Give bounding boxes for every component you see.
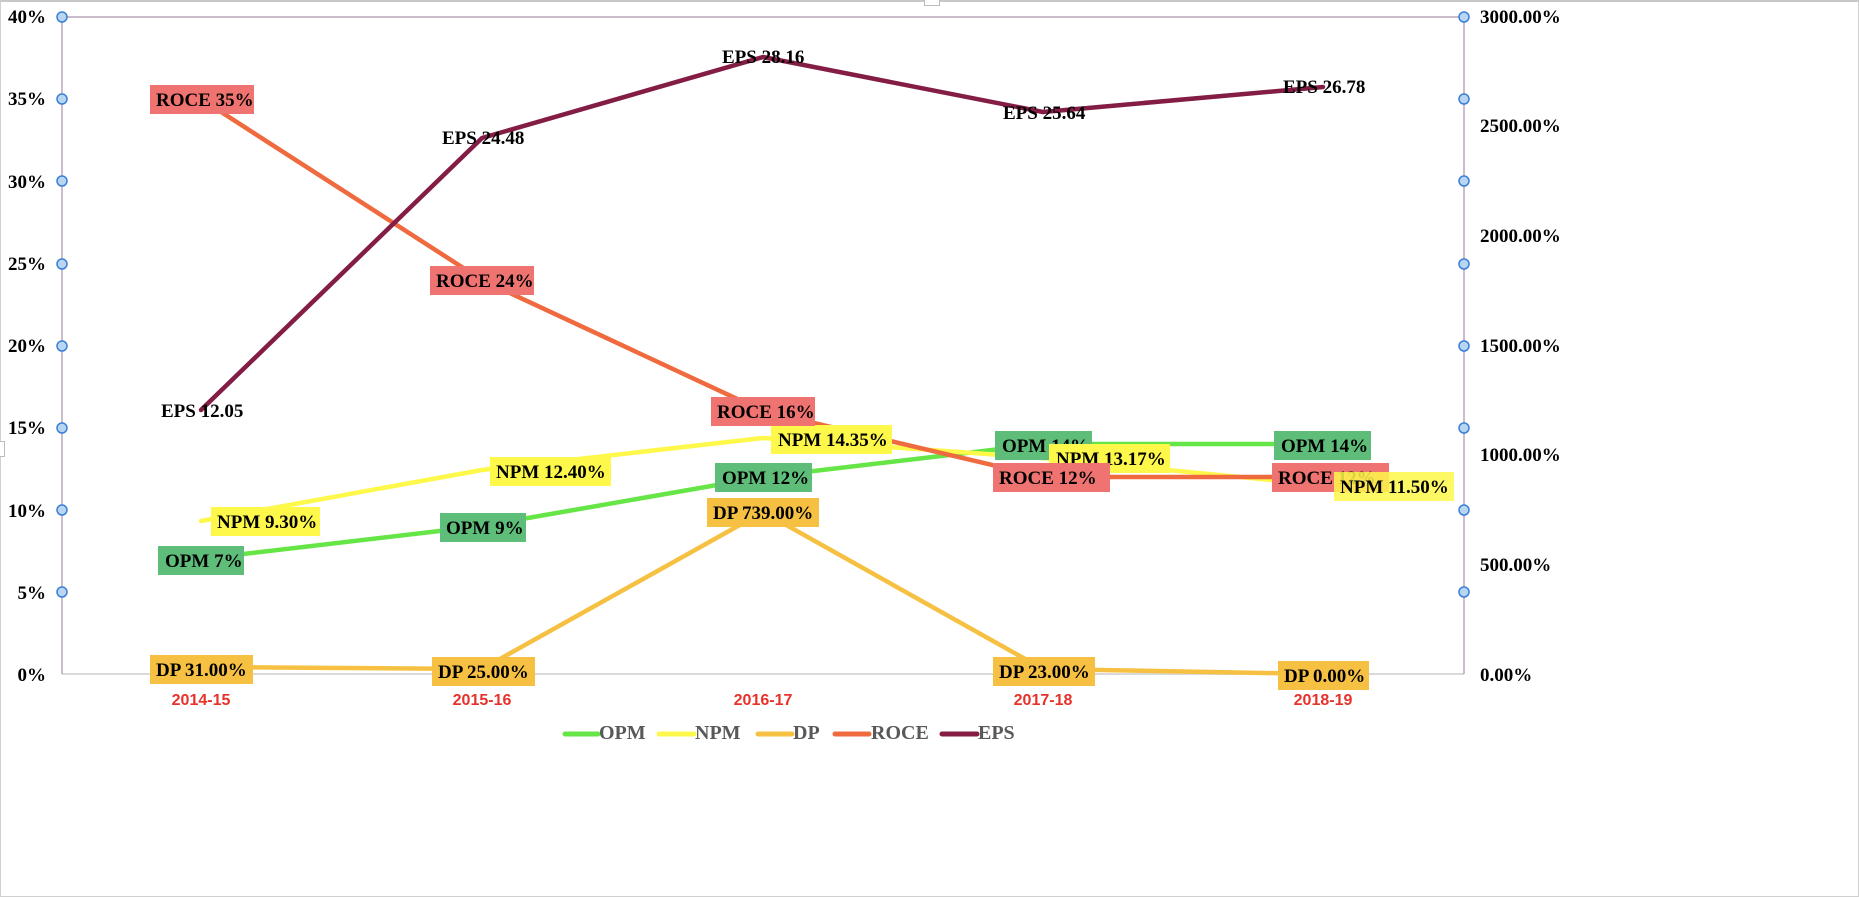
left-tick: 0% [18,665,47,686]
chart-legend: OPM NPM DP ROCE EPS [562,722,1015,744]
x-tick: 2014-15 [172,692,231,709]
data-label: OPM 14% [1281,436,1368,457]
data-label: EPS 25.64 [1003,103,1086,124]
left-tick: 25% [8,254,46,275]
left-axis-handles[interactable] [56,11,68,598]
right-tick: 2500.00% [1480,116,1561,137]
resize-handle-top[interactable] [924,0,940,6]
left-tick: 35% [8,89,46,110]
left-tick: 20% [8,336,46,357]
legend-item-opm[interactable]: OPM [562,722,646,744]
svg-text:ROCE: ROCE [871,722,929,744]
right-tick: 0.00% [1480,665,1532,686]
data-labels-eps: EPS 12.05 EPS 24.48 EPS 28.16 EPS 25.64 … [161,47,1365,422]
data-label-npm-last: NPM 11.50% [1334,472,1454,501]
data-label: DP 23.00% [999,662,1090,683]
x-tick: 2015-16 [453,692,512,709]
data-label: NPM 9.30% [217,512,317,533]
right-tick: 1000.00% [1480,445,1561,466]
left-tick: 40% [8,7,46,28]
x-axis: 2014-15 2015-16 2016-17 2017-18 2018-19 [172,692,1353,709]
data-labels-opm: OPM 7% OPM 9% OPM 12% OPM 14% OPM 14% [158,431,1371,575]
data-label: OPM 7% [165,551,243,572]
svg-text:NPM: NPM [695,722,741,744]
data-label: DP 739.00% [713,503,813,524]
left-tick: 5% [18,583,47,604]
right-y-axis: 0.00% 500.00% 1000.00% 1500.00% 2000.00%… [1480,7,1561,686]
data-label: NPM 14.35% [778,430,888,451]
data-labels-dp: DP 31.00% DP 25.00% DP 739.00% DP 23.00%… [150,498,1369,690]
data-label: EPS 28.16 [722,47,804,68]
left-y-axis: 0% 5% 10% 15% 20% 25% 30% 35% 40% [8,7,46,686]
svg-text:EPS: EPS [978,722,1015,744]
right-tick: 3000.00% [1480,7,1561,28]
left-tick: 15% [8,418,46,439]
data-label: EPS 24.48 [442,128,524,149]
legend-item-dp[interactable]: DP [755,722,820,744]
left-tick: 10% [8,501,46,522]
resize-handle-left[interactable] [0,441,5,457]
data-label: OPM 9% [446,518,524,539]
legend-item-npm[interactable]: NPM [656,722,741,744]
data-label: DP 31.00% [156,660,247,681]
series-line-eps[interactable] [198,54,1326,413]
data-label: ROCE 16% [717,402,815,423]
data-labels-roce: ROCE 35% ROCE 24% ROCE 16% ROCE 12% ROCE… [150,85,1389,492]
series-line-dp[interactable] [198,509,1326,677]
data-label: DP 0.00% [1284,666,1365,687]
data-label: NPM 11.50% [1340,477,1449,498]
x-tick: 2016-17 [734,692,793,709]
plot-area [61,16,1465,675]
data-label: NPM 12.40% [496,462,606,483]
data-label: ROCE 12% [999,468,1097,489]
svg-text:OPM: OPM [599,722,646,744]
legend-item-roce[interactable]: ROCE [832,722,929,744]
data-label: DP 25.00% [438,662,529,683]
data-label: ROCE 35% [156,90,254,111]
right-tick: 1500.00% [1480,336,1561,357]
x-tick: 2018-19 [1294,692,1353,709]
right-axis-handles[interactable] [1458,11,1470,598]
x-tick: 2017-18 [1014,692,1073,709]
right-tick: 500.00% [1480,555,1551,576]
data-label: EPS 26.78 [1283,77,1365,98]
legend-item-eps[interactable]: EPS [939,722,1015,744]
right-tick: 2000.00% [1480,226,1561,247]
data-label: EPS 12.05 [161,401,243,422]
left-tick: 30% [8,172,46,193]
svg-text:DP: DP [793,722,820,744]
data-label: ROCE 24% [436,271,534,292]
data-label: OPM 12% [722,468,809,489]
